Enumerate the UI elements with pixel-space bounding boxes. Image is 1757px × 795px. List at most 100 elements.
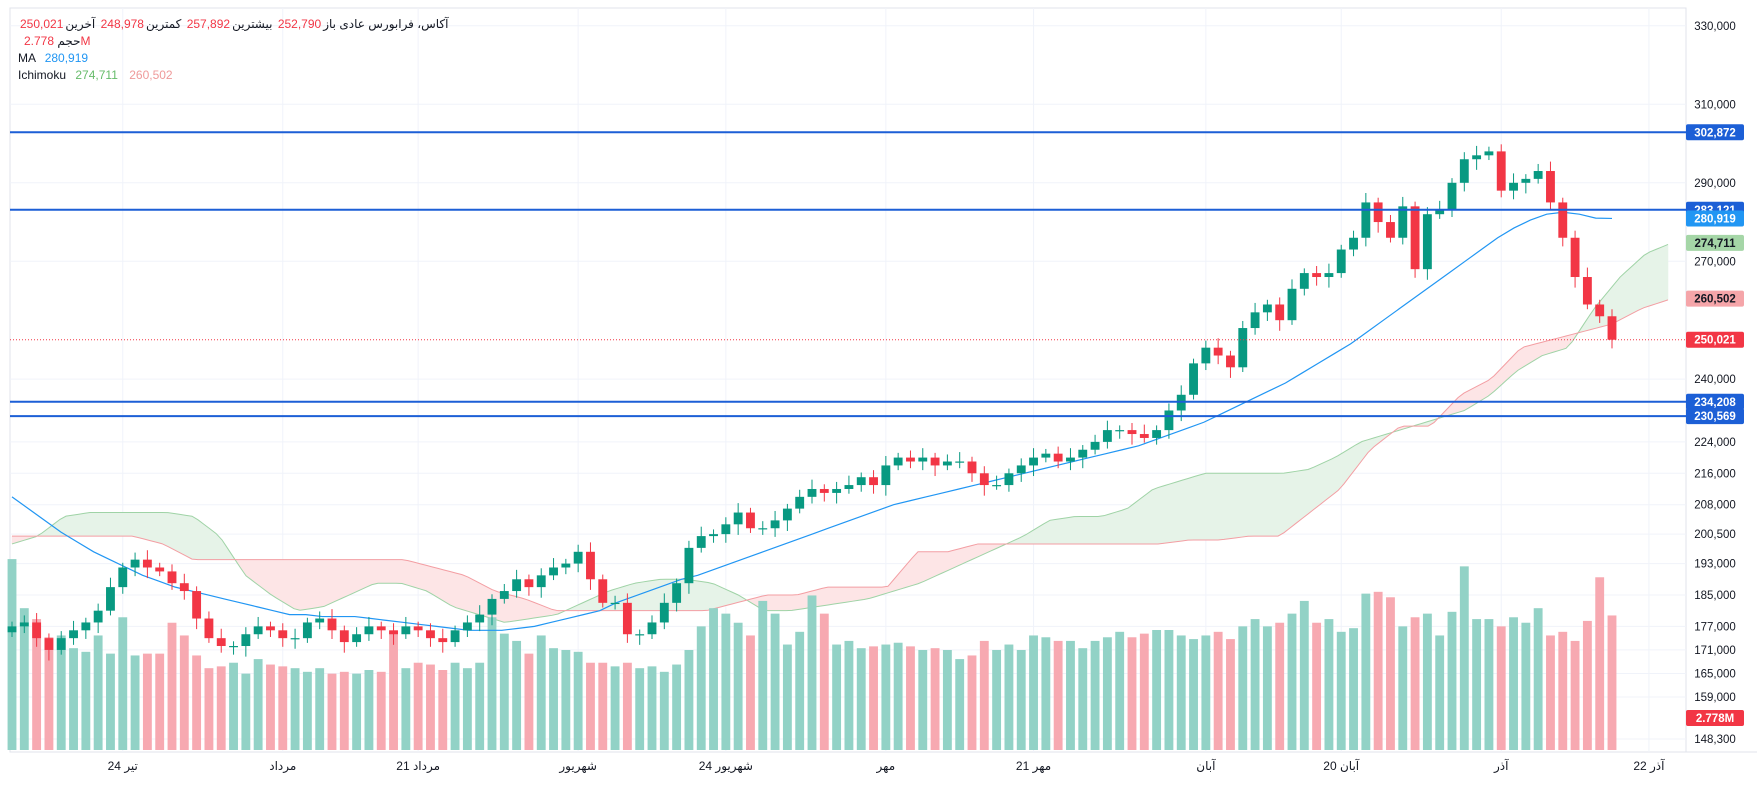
candle-up[interactable]	[992, 485, 1002, 487]
candle-down[interactable]	[32, 622, 42, 639]
candle-down[interactable]	[192, 591, 202, 619]
candle-down[interactable]	[142, 559, 152, 568]
candle-down[interactable]	[906, 457, 915, 462]
candle-up[interactable]	[1435, 210, 1445, 215]
candle-down[interactable]	[1607, 316, 1617, 340]
candle-up[interactable]	[364, 626, 374, 635]
candle-up[interactable]	[487, 598, 497, 615]
candle-down[interactable]	[266, 626, 275, 631]
candle-up[interactable]	[475, 614, 485, 623]
candle-down[interactable]	[1373, 202, 1383, 223]
candle-up[interactable]	[130, 559, 140, 568]
candle-up[interactable]	[499, 591, 509, 599]
candle-up[interactable]	[659, 602, 669, 623]
candle-up[interactable]	[758, 528, 768, 530]
candle-up[interactable]	[647, 622, 657, 635]
candle-down[interactable]	[167, 571, 177, 584]
candle-up[interactable]	[1459, 159, 1469, 183]
candle-up[interactable]	[1484, 151, 1494, 156]
candle-down[interactable]	[1410, 206, 1420, 270]
candle-up[interactable]	[832, 488, 842, 493]
candle-down[interactable]	[179, 583, 189, 592]
candle-up[interactable]	[1521, 178, 1531, 183]
candle-up[interactable]	[573, 551, 583, 564]
candle-up[interactable]	[782, 508, 792, 521]
candle-down[interactable]	[426, 630, 435, 639]
candle-up[interactable]	[1349, 237, 1358, 250]
ichimoku-row[interactable]: Ichimoku 274,711 260,502	[18, 67, 448, 84]
candle-up[interactable]	[19, 622, 29, 627]
candle-down[interactable]	[278, 630, 288, 639]
candle-up[interactable]	[1472, 155, 1482, 160]
candle-down[interactable]	[1312, 273, 1322, 278]
candle-up[interactable]	[856, 477, 866, 486]
candle-up[interactable]	[290, 638, 300, 640]
candle-up[interactable]	[1509, 182, 1518, 191]
candle-down[interactable]	[216, 638, 226, 647]
candle-up[interactable]	[795, 496, 805, 509]
candle-up[interactable]	[1066, 457, 1075, 462]
candle-down[interactable]	[1139, 434, 1149, 438]
candle-down[interactable]	[389, 630, 398, 635]
candle-up[interactable]	[253, 626, 263, 635]
candle-down[interactable]	[1275, 304, 1285, 321]
candle-down[interactable]	[1213, 347, 1223, 356]
candle-up[interactable]	[881, 465, 891, 486]
candle-up[interactable]	[462, 622, 472, 631]
candle-down[interactable]	[327, 618, 337, 631]
candle-up[interactable]	[696, 536, 706, 548]
candle-up[interactable]	[315, 618, 325, 623]
candle-up[interactable]	[7, 626, 17, 633]
ma-row[interactable]: MA 280,919	[18, 50, 448, 67]
candle-up[interactable]	[56, 638, 66, 650]
candle-up[interactable]	[1090, 441, 1100, 450]
candle-up[interactable]	[401, 626, 411, 635]
symbol-name[interactable]: آکاس، فرابورس عادی	[339, 17, 449, 31]
candle-down[interactable]	[622, 602, 632, 635]
candle-up[interactable]	[1029, 457, 1038, 466]
candle-up[interactable]	[1016, 465, 1026, 474]
candle-down[interactable]	[524, 579, 534, 588]
candle-up[interactable]	[733, 512, 743, 525]
candle-up[interactable]	[1152, 430, 1162, 438]
candle-up[interactable]	[1398, 206, 1408, 238]
volume-row[interactable]: حجم 2.778M	[18, 33, 448, 50]
candle-up[interactable]	[1299, 273, 1309, 289]
candle-up[interactable]	[807, 488, 817, 497]
candle-up[interactable]	[512, 579, 522, 592]
candle-up[interactable]	[1250, 312, 1260, 329]
candle-up[interactable]	[536, 575, 546, 588]
candle-up[interactable]	[1447, 182, 1457, 211]
candle-up[interactable]	[450, 630, 460, 643]
candle-up[interactable]	[561, 563, 571, 568]
candle-up[interactable]	[1262, 304, 1272, 313]
candle-up[interactable]	[1533, 171, 1543, 179]
candle-up[interactable]	[81, 622, 91, 631]
candle-down[interactable]	[586, 551, 595, 580]
candle-down[interactable]	[1226, 355, 1235, 368]
candle-down[interactable]	[204, 618, 214, 639]
candle-down[interactable]	[44, 638, 54, 650]
candle-up[interactable]	[918, 457, 928, 462]
candle-down[interactable]	[598, 579, 608, 603]
candle-up[interactable]	[302, 622, 312, 639]
candle-down[interactable]	[339, 630, 349, 643]
candle-down[interactable]	[376, 626, 386, 631]
candle-up[interactable]	[1041, 453, 1051, 458]
candle-up[interactable]	[893, 457, 903, 466]
candle-up[interactable]	[610, 602, 620, 605]
candle-down[interactable]	[819, 488, 829, 493]
candle-down[interactable]	[746, 512, 755, 529]
candle-up[interactable]	[709, 534, 718, 537]
candle-down[interactable]	[1570, 237, 1580, 278]
candle-down[interactable]	[438, 638, 448, 643]
candle-down[interactable]	[1595, 304, 1605, 317]
candle-up[interactable]	[69, 630, 78, 639]
candle-up[interactable]	[118, 567, 128, 588]
candle-up[interactable]	[549, 567, 558, 576]
candle-up[interactable]	[93, 610, 103, 623]
candle-up[interactable]	[635, 634, 645, 636]
candle-up[interactable]	[1164, 410, 1174, 431]
